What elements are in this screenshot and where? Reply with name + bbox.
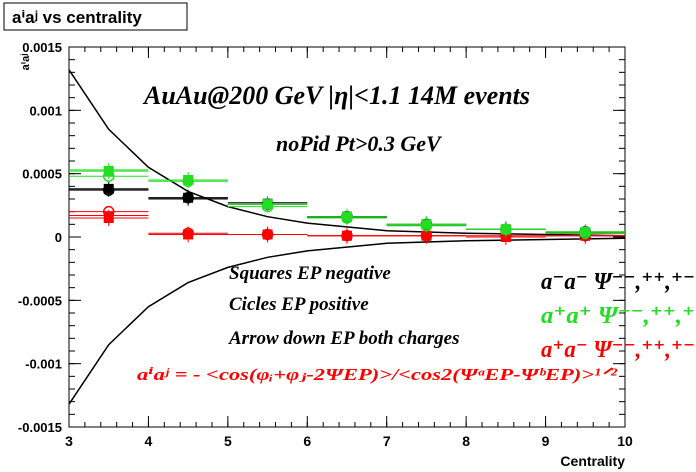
legend-entry-2: a⁺a⁺ Ψ⁻⁻,⁺⁺,⁺ bbox=[541, 303, 695, 329]
y-tick-label: 0.0005 bbox=[22, 167, 62, 182]
x-tick-label: 10 bbox=[617, 433, 633, 449]
arrow-down-marker bbox=[500, 225, 511, 235]
arrow-down-marker bbox=[103, 184, 114, 194]
arrow-down-marker bbox=[342, 214, 352, 223]
arrow-down-marker bbox=[183, 195, 194, 204]
x-tick-label: 4 bbox=[145, 433, 153, 449]
annotation-header-2: noPid Pt>0.3 GeV bbox=[276, 131, 443, 156]
tick-labels: 3 4 5 6 7 8 9 10 -0.0015 -0.001 -0.0005 0 0.0005 0.00… bbox=[18, 40, 633, 449]
y-tick-label: -0.001 bbox=[25, 357, 62, 372]
arrow-down-marker bbox=[342, 231, 352, 241]
y-axis-label: aⁱaʲ bbox=[20, 54, 32, 71]
arrow-down-marker bbox=[421, 220, 432, 230]
legend: a⁻a⁻ Ψ⁻⁻,⁺⁺,⁺⁻ a⁺a⁺ Ψ⁻⁻,⁺⁺,⁺ a⁺a⁻ Ψ⁻⁻,⁺⁺… bbox=[541, 269, 695, 363]
x-tick-label: 8 bbox=[462, 433, 470, 449]
note-squares: Squares EP negative bbox=[229, 263, 391, 284]
data-points bbox=[69, 163, 625, 245]
curve-lower bbox=[68, 237, 626, 405]
arrow-down-marker bbox=[262, 230, 273, 240]
arrow-down-marker bbox=[183, 176, 194, 185]
x-axis-label: Centrality bbox=[560, 453, 625, 469]
note-circles: Cicles EP positive bbox=[229, 294, 369, 315]
title-box bbox=[3, 2, 188, 31]
legend-entry-1: a⁻a⁻ Ψ⁻⁻,⁺⁺,⁺⁻ bbox=[541, 269, 695, 295]
arrow-down-marker bbox=[183, 230, 194, 240]
x-tick-label: 7 bbox=[383, 433, 391, 449]
y-tick-label: 0.0015 bbox=[22, 40, 62, 55]
chart-title: aⁱaʲ vs centrality bbox=[12, 8, 142, 27]
axis-ticks bbox=[68, 46, 626, 428]
y-tick-label: -0.0005 bbox=[18, 293, 62, 308]
arrow-down-marker bbox=[262, 200, 273, 210]
y-tick-label: 0.001 bbox=[29, 103, 62, 118]
arrow-down-marker bbox=[421, 231, 432, 241]
formula: aⁱaʲ = - <cos(φᵢ+φⱼ-2ΨEP)>/<cos2(ΨᵃEP-Ψᵇ… bbox=[137, 365, 618, 384]
arrow-down-marker bbox=[103, 165, 114, 175]
arrow-down-marker bbox=[580, 229, 591, 239]
arrow-down-marker bbox=[103, 211, 114, 221]
x-tick-label: 5 bbox=[224, 433, 232, 449]
x-tick-label: 3 bbox=[65, 433, 73, 449]
arrow-down-marker bbox=[500, 233, 511, 242]
x-tick-label: 6 bbox=[303, 433, 311, 449]
note-arrows: Arrow down EP both charges bbox=[228, 328, 460, 349]
y-tick-label: 0 bbox=[55, 230, 62, 245]
annotation-header-1: AuAu@200 GeV |η|<1.1 14M events bbox=[142, 81, 530, 110]
legend-entry-3: a⁺a⁻ Ψ⁻⁻,⁺⁺,⁺⁻ bbox=[541, 337, 695, 363]
y-tick-label: -0.0015 bbox=[18, 420, 62, 435]
x-tick-label: 9 bbox=[542, 433, 550, 449]
curves bbox=[68, 69, 626, 405]
curve-upper bbox=[68, 69, 626, 237]
